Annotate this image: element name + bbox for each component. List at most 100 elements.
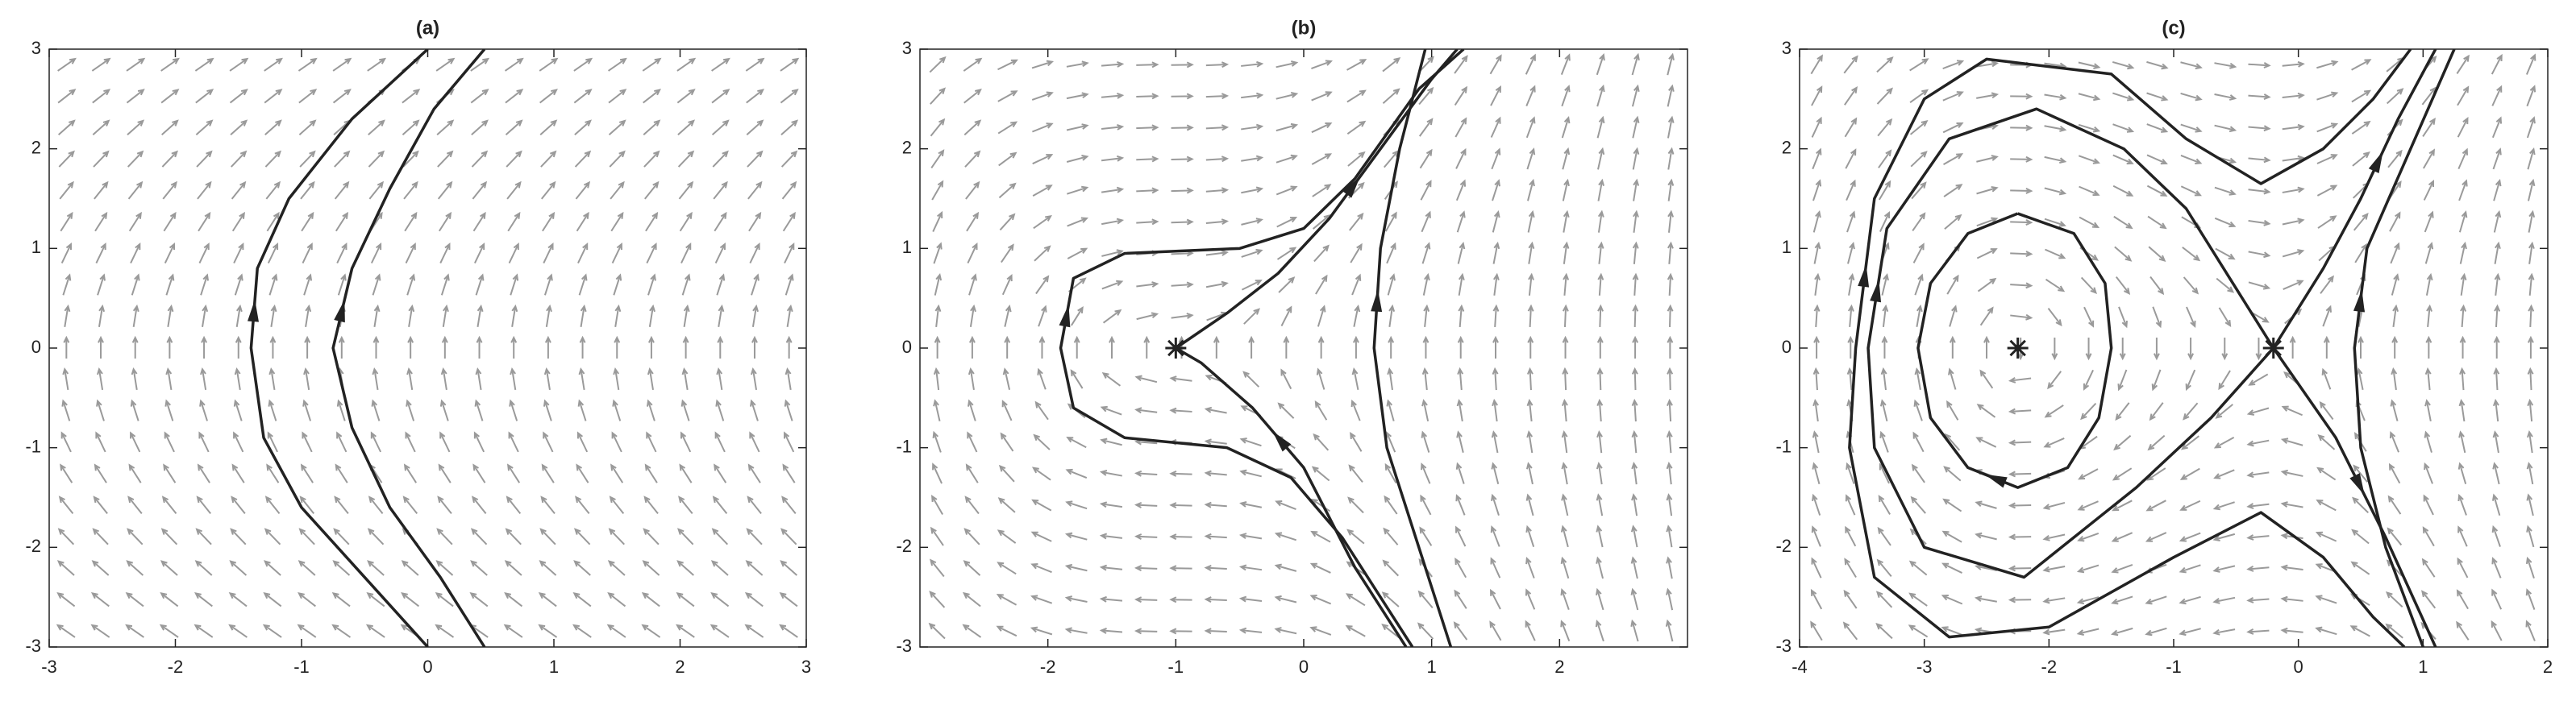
field-arrow	[1842, 621, 1858, 641]
field-arrow	[539, 528, 556, 545]
field-arrow	[539, 57, 559, 72]
field-arrow	[2179, 467, 2200, 480]
field-arrow	[1979, 369, 1994, 389]
field-arrow	[2146, 185, 2168, 197]
field-arrow	[998, 182, 1017, 199]
field-arrow	[1914, 367, 1921, 391]
field-arrow	[1346, 120, 1367, 135]
field-arrow	[784, 243, 795, 263]
field-arrow	[607, 591, 626, 608]
field-arrow	[2083, 306, 2095, 328]
field-arrow	[1171, 61, 1194, 68]
field-arrow	[439, 243, 451, 263]
field-arrow	[231, 211, 245, 232]
field-arrow	[1455, 494, 1466, 516]
field-arrow	[1975, 437, 1997, 448]
field-arrow	[610, 180, 625, 200]
direction-arrow	[1272, 431, 1292, 452]
field-arrow	[676, 560, 694, 576]
field-arrow	[2282, 92, 2305, 99]
field-arrow	[1352, 335, 1359, 359]
field-arrow	[1280, 305, 1292, 326]
field-arrow	[1066, 155, 1089, 163]
field-arrow	[92, 528, 109, 545]
field-arrow	[472, 211, 486, 232]
field-arrow	[712, 150, 729, 168]
field-arrow	[470, 89, 489, 104]
field-arrow	[2146, 123, 2169, 133]
field-arrow	[1384, 149, 1400, 168]
field-arrow	[1134, 565, 1158, 572]
field-arrow	[1134, 596, 1158, 603]
field-arrow	[1032, 185, 1053, 197]
field-arrow	[1030, 595, 1053, 604]
field-arrow	[1345, 593, 1366, 607]
field-arrow	[406, 273, 416, 296]
field-arrow	[1667, 178, 1675, 201]
field-arrow	[2319, 400, 2334, 421]
field-arrow	[266, 211, 280, 232]
field-arrow	[511, 304, 518, 327]
field-arrow	[1384, 462, 1397, 484]
field-arrow	[229, 89, 248, 104]
field-arrow	[336, 431, 347, 453]
trajectory	[249, 49, 429, 647]
field-arrow	[1845, 494, 1856, 516]
field-arrow	[963, 528, 980, 545]
y-tick-label: 0	[1782, 337, 1792, 357]
field-arrow	[779, 591, 798, 608]
field-arrow	[1387, 273, 1396, 296]
field-arrow	[1908, 624, 1929, 638]
field-arrow	[2316, 185, 2338, 197]
field-arrow	[231, 496, 246, 515]
field-arrow	[934, 304, 942, 327]
field-arrow	[2042, 628, 2066, 636]
x-tick-label: -1	[2166, 657, 2182, 677]
field-arrow	[234, 367, 241, 391]
field-arrow	[750, 399, 759, 421]
field-arrow	[2316, 500, 2337, 512]
field-arrow	[1910, 496, 1926, 514]
field-arrow	[300, 463, 314, 483]
field-arrow	[1912, 212, 1926, 232]
field-arrow	[1169, 533, 1192, 541]
field-arrow	[1067, 185, 1089, 195]
field-arrow	[1975, 532, 1997, 541]
field-arrow	[1492, 335, 1499, 359]
field-arrow	[614, 304, 622, 327]
field-arrow	[1846, 462, 1855, 484]
field-arrow	[2315, 595, 2337, 604]
field-arrow	[967, 431, 978, 453]
field-arrow	[1248, 335, 1255, 359]
direction-arrow	[2349, 473, 2365, 496]
field-arrow	[613, 367, 620, 391]
field-arrow	[2493, 335, 2500, 359]
field-arrow	[2528, 209, 2536, 233]
field-arrow	[164, 243, 176, 263]
field-arrow	[646, 431, 657, 453]
field-arrow	[98, 304, 106, 327]
field-arrow	[609, 496, 625, 515]
field-arrow	[610, 463, 624, 483]
field-arrow	[573, 89, 593, 104]
field-arrow	[1064, 563, 1088, 572]
field-arrow	[2076, 564, 2100, 574]
field-arrow	[544, 335, 551, 359]
field-arrow	[474, 399, 484, 421]
field-arrow	[1976, 185, 1999, 195]
field-arrow	[1241, 92, 1264, 99]
field-arrow	[1421, 430, 1430, 453]
field-arrow	[578, 273, 588, 296]
field-arrow	[1596, 429, 1603, 454]
field-arrow	[1239, 501, 1263, 508]
field-arrow	[575, 180, 591, 200]
field-arrow	[1311, 122, 1333, 134]
field-arrow	[1667, 52, 1675, 76]
field-arrow	[932, 462, 943, 484]
field-arrow	[1562, 178, 1570, 201]
field-arrow	[270, 304, 277, 327]
field-arrow	[1916, 304, 1923, 327]
field-arrow	[710, 560, 729, 576]
field-arrow	[160, 591, 179, 608]
field-arrow	[1976, 92, 2000, 99]
